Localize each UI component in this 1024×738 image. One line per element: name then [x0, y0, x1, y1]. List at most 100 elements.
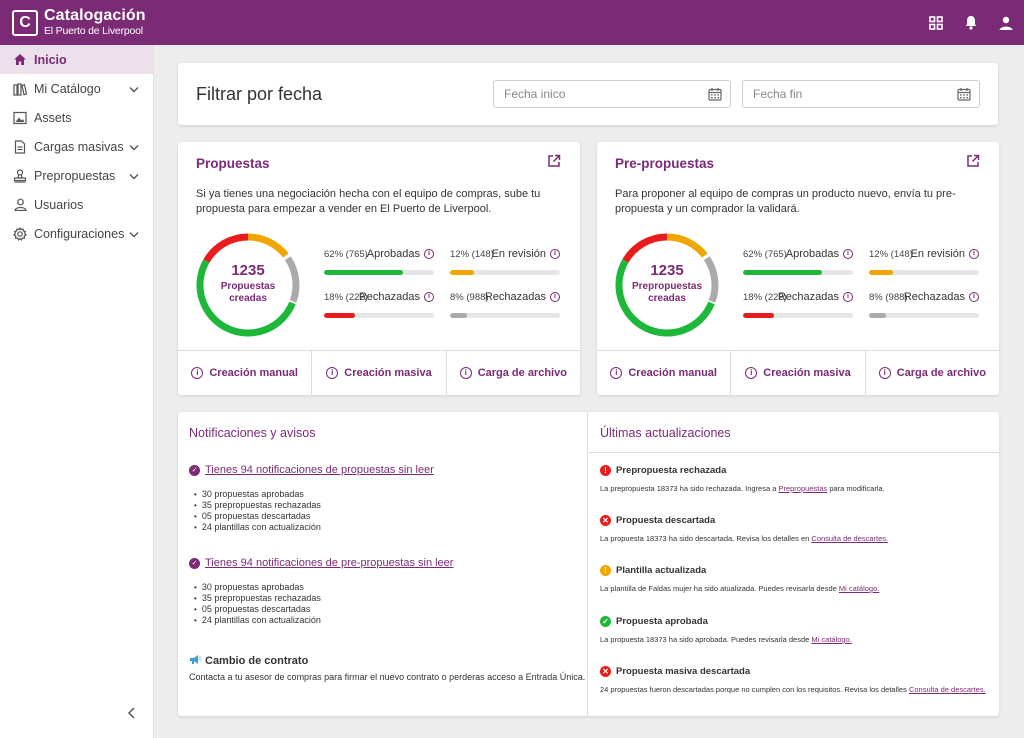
info-icon: i	[878, 367, 891, 379]
update-title: Propuesta aprobada	[616, 616, 708, 627]
info-icon: i	[610, 367, 623, 379]
app-title: Catalogación	[44, 7, 146, 25]
list-item: 05 propuestas descartadas	[194, 511, 321, 522]
stat-percent: 8% (988)	[450, 292, 489, 303]
sidebar-item-prepropuestas[interactable]: Prepropuestas	[0, 161, 153, 190]
update-title: Propuesta masiva descartada	[616, 666, 751, 677]
bottom-panels: Notificaciones y avisos ✓ Tienes 94 noti…	[178, 412, 999, 716]
info-icon[interactable]: i	[969, 249, 979, 259]
end-date-placeholder: Fecha fin	[753, 87, 803, 101]
end-date-field[interactable]: Fecha fin	[742, 80, 980, 108]
list-item: 30 propuestas aprobadas	[194, 582, 321, 593]
action-creaci-n-masiva-button[interactable]: i Creación masiva	[731, 351, 866, 395]
update-link[interactable]: Consulta de descartes.	[908, 685, 986, 694]
donut-segment	[666, 233, 708, 258]
stat-3: 8% (988) Rechazadas i	[450, 291, 560, 322]
card-description: Si ya tienes una negociación hecha con e…	[196, 188, 541, 215]
stat-name: Rechazadas	[358, 291, 420, 303]
sidebar-item-usuarios[interactable]: Usuarios	[0, 190, 153, 219]
card-actions: i Creación manual i Creación masiva i Carga d…	[597, 350, 999, 395]
donut-segment	[284, 256, 300, 303]
app-logo[interactable]: C Catalogación El Puerto de Liverpool	[12, 8, 146, 37]
nav-list: Inicio Mi Catálogo Assets Cargas masivas Pre…	[0, 45, 153, 248]
donut-label: Prepropuestas creadas	[631, 281, 703, 304]
start-date-placeholder: Fecha inico	[504, 87, 566, 101]
action-creaci-n-manual-button[interactable]: i Creación manual	[178, 351, 313, 395]
stat-name: En revisión	[910, 248, 965, 260]
stat-1: 12% (148) En revisión i	[869, 248, 979, 279]
info-icon: i	[191, 367, 204, 379]
info-icon[interactable]: i	[843, 292, 853, 302]
top-bar: C Catalogación El Puerto de Liverpool	[0, 0, 1024, 45]
sidebar-item-label: Cargas masivas	[34, 139, 124, 154]
start-date-field[interactable]: Fecha inico	[493, 80, 731, 108]
update-link[interactable]: Mi catálogo.	[811, 635, 852, 644]
info-icon[interactable]: i	[550, 292, 560, 302]
calendar-icon[interactable]	[708, 87, 722, 104]
chevron-down-icon	[129, 82, 139, 96]
info-icon[interactable]: i	[969, 292, 979, 302]
sidebar-item-label: Configuraciones	[34, 226, 125, 241]
catalog-icon	[12, 81, 28, 97]
image-icon	[12, 110, 28, 126]
app-subtitle: El Puerto de Liverpool	[44, 25, 143, 38]
sidebar-item-assets[interactable]: Assets	[0, 103, 153, 132]
update-text: La propuesta 18373 ha sido descartada. R…	[600, 534, 889, 543]
donut-segment	[196, 259, 296, 337]
collapse-sidebar-icon[interactable]	[125, 706, 139, 720]
gear-icon	[12, 226, 28, 242]
progress-bar	[869, 270, 979, 275]
user-icon[interactable]	[998, 15, 1014, 31]
action-carga-de-archivo-button[interactable]: i Carga de archivo	[866, 351, 999, 395]
megaphone-icon	[189, 654, 201, 668]
contract-title: Cambio de contrato	[189, 654, 308, 668]
stat-3: 8% (988) Rechazadas i	[869, 291, 979, 322]
update-text: La plantilla de Faldas mujer ha sido atu…	[600, 584, 880, 593]
stat-name: Rechazadas	[777, 291, 839, 303]
action-creaci-n-masiva-button[interactable]: i Creación masiva	[312, 351, 447, 395]
external-link-icon[interactable]	[547, 154, 561, 173]
sidebar-item-mi-catálogo[interactable]: Mi Catálogo	[0, 74, 153, 103]
external-link-icon[interactable]	[966, 154, 980, 173]
propuestas-notifications-link[interactable]: ✓ Tienes 94 notificaciones de propuestas…	[189, 464, 434, 476]
info-icon: i	[745, 367, 758, 379]
grid-icon[interactable]	[928, 15, 944, 31]
progress-fill	[743, 270, 823, 275]
bell-icon[interactable]	[963, 15, 979, 31]
update-item: ! Prepropuesta rechazada La prepropuesta 1…	[600, 465, 995, 493]
info-icon[interactable]: i	[424, 292, 434, 302]
stamp-icon	[12, 168, 28, 184]
action-carga-de-archivo-button[interactable]: i Carga de archivo	[447, 351, 580, 395]
update-link[interactable]: Prepropuestas	[778, 484, 828, 493]
sidebar-item-inicio[interactable]: Inicio	[0, 45, 153, 74]
progress-bar	[450, 313, 560, 318]
contract-text: Contacta a tu asesor de compras para fir…	[189, 672, 586, 682]
info-icon[interactable]: i	[550, 249, 560, 259]
sidebar-item-cargas-masivas[interactable]: Cargas masivas	[0, 132, 153, 161]
check-circle-icon: ✓	[600, 616, 611, 627]
prepropuestas-card: Pre-propuestas Para proponer al equipo de…	[597, 142, 999, 395]
info-icon[interactable]: i	[843, 249, 853, 259]
donut-segment	[703, 256, 719, 303]
card-title: Propuestas	[196, 156, 270, 171]
progress-bar	[743, 270, 853, 275]
prepropuestas-notifications-link[interactable]: ✓ Tienes 94 notificaciones de pre-propue…	[189, 557, 453, 569]
update-link[interactable]: Consulta de descartes.	[811, 534, 889, 543]
stat-percent: 12% (148)	[869, 249, 913, 260]
progress-fill	[869, 313, 886, 318]
chevron-down-icon	[129, 169, 139, 183]
sidebar-item-label: Inicio	[34, 52, 67, 67]
stat-percent: 62% (765)	[324, 249, 368, 260]
update-item: ! Plantilla actualizada La plantilla de Fa…	[600, 565, 995, 593]
filter-title: Filtrar por fecha	[196, 84, 323, 104]
donut-segment	[203, 233, 249, 263]
check-circle-icon: ✓	[189, 557, 200, 569]
list-item: 24 plantillas con actualización	[194, 615, 321, 626]
sidebar-item-configuraciones[interactable]: Configuraciones	[0, 219, 153, 248]
info-icon[interactable]: i	[424, 249, 434, 259]
action-creaci-n-manual-button[interactable]: i Creación manual	[597, 351, 732, 395]
info-icon: i	[459, 367, 472, 379]
update-link[interactable]: Mi catálogo.	[838, 584, 880, 593]
calendar-icon[interactable]	[957, 87, 971, 104]
list-item: 24 plantillas con actualización	[194, 522, 321, 533]
